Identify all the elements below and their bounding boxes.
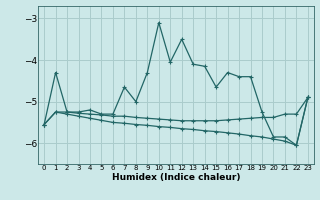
X-axis label: Humidex (Indice chaleur): Humidex (Indice chaleur) — [112, 173, 240, 182]
